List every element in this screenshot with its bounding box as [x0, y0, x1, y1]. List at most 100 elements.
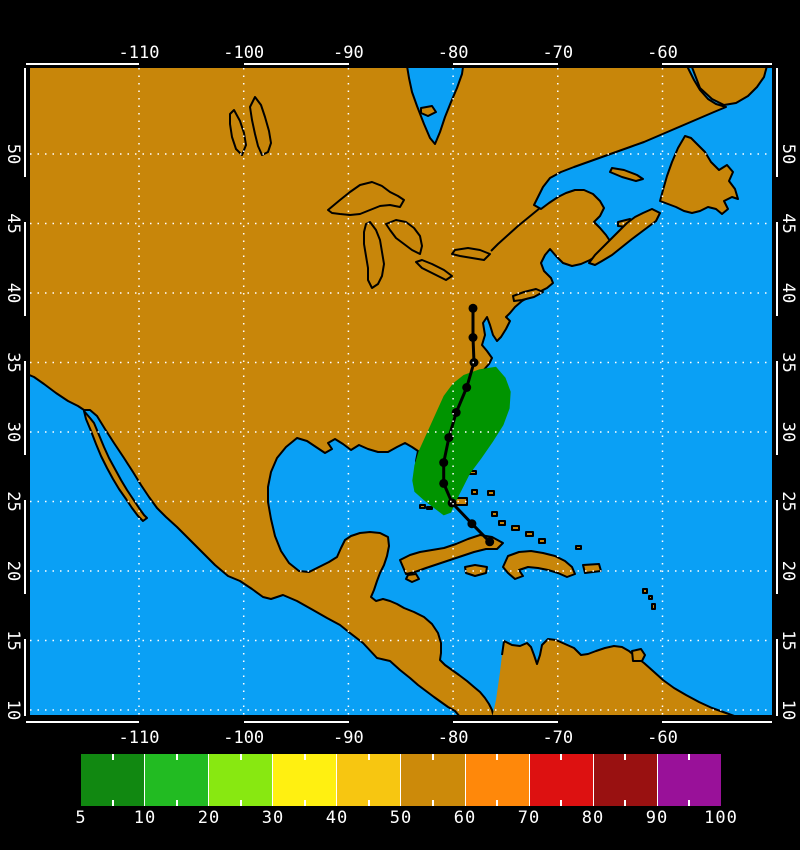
- storm-track-point: [439, 458, 449, 468]
- lat-label-left: 45: [3, 213, 23, 233]
- lat-label-left: 20: [3, 561, 23, 581]
- lat-label-left: 10: [3, 700, 23, 720]
- colorbar-cell: [337, 754, 402, 806]
- colorbar-tick-notch: [303, 754, 306, 760]
- lon-label-bottom: -60: [647, 728, 678, 748]
- storm-track-point: [468, 333, 478, 342]
- lat-label-right: 15: [778, 630, 798, 650]
- colorbar-tick-notch: [560, 800, 563, 806]
- colorbar-cell: [593, 754, 658, 806]
- storm-track-point: [447, 498, 457, 508]
- storm-track-point: [444, 433, 454, 443]
- colorbar-label: 20: [197, 808, 221, 828]
- lon-label-bottom: -80: [438, 728, 469, 748]
- lon-label-bottom: -70: [542, 728, 573, 748]
- colorbar-tick-notch: [367, 754, 370, 760]
- lake-winnipeg: [249, 96, 272, 156]
- south-america-coastline: [501, 638, 735, 715]
- labrador-coastline: [691, 68, 768, 106]
- newfoundland-island: [659, 135, 739, 215]
- colorbar-cell: [529, 754, 594, 806]
- lake-superior: [327, 181, 405, 216]
- colorbar-tick-notch: [432, 800, 435, 806]
- lat-label-right: 30: [778, 422, 798, 442]
- lake-erie: [415, 259, 453, 281]
- lat-label-left: 40: [3, 283, 23, 303]
- lon-label-top: -90: [333, 43, 364, 63]
- lat-label-right: 20: [778, 561, 798, 581]
- lon-label-top: -100: [223, 43, 264, 63]
- colorbar-tick-notch: [239, 754, 242, 760]
- storm-track-point: [462, 383, 472, 392]
- storm-track-point: [451, 408, 461, 417]
- colorbar-tick-notch: [496, 800, 499, 806]
- axis-labels: -110 -110 -100 -100 -90 -90 -80 -80 -70 -70 -60 -60…: [3, 43, 798, 748]
- colorbar-label: 5: [75, 808, 87, 828]
- colorbar-label: 70: [517, 808, 541, 828]
- colorbar-label: 30: [261, 808, 285, 828]
- lat-label-right: 10: [778, 700, 798, 720]
- colorbar-tick-notch: [688, 754, 691, 760]
- colorbar-label: 60: [453, 808, 477, 828]
- colorbar-label: 10: [133, 808, 157, 828]
- colorbar-tick-notch: [624, 800, 627, 806]
- small-islands: [419, 470, 656, 610]
- colorbar-tick-notch: [303, 800, 306, 806]
- colorbar-label: 90: [645, 808, 669, 828]
- isla-juventud: [405, 573, 420, 583]
- latlon-grid: [30, 68, 772, 715]
- colorbar-tick-notch: [175, 800, 178, 806]
- lake-michigan: [363, 221, 385, 289]
- colorbar-cell: [465, 754, 530, 806]
- storm-track-point: [485, 537, 495, 547]
- cuba-island: [399, 534, 504, 575]
- anticosti-island: [609, 167, 644, 182]
- lat-label-right: 40: [778, 283, 798, 303]
- lon-label-top: -110: [119, 43, 160, 63]
- strike-probability-region: [412, 366, 511, 516]
- lon-label-top: -70: [542, 43, 573, 63]
- lake-huron: [385, 219, 423, 255]
- storm-track-point: [468, 303, 478, 313]
- colorbar-tick-notch: [624, 754, 627, 760]
- lat-label-left: 15: [3, 630, 23, 650]
- lat-label-left: 50: [3, 144, 23, 164]
- colorbar-tick-notch: [367, 800, 370, 806]
- lat-label-right: 50: [778, 144, 798, 164]
- long-island: [512, 288, 544, 302]
- data-overlay-layer: [412, 303, 511, 547]
- colorbar-tick-notch: [111, 800, 114, 806]
- colorbar-cell: [209, 754, 274, 806]
- south-america-fill: [492, 639, 732, 715]
- hudson-bay-island: [420, 105, 437, 117]
- lat-label-right: 25: [778, 491, 798, 511]
- lon-label-top: -60: [647, 43, 678, 63]
- colorbar-cell: [81, 754, 146, 806]
- lat-label-left: 35: [3, 352, 23, 372]
- colorbar-tick-notch: [111, 754, 114, 760]
- lon-label-bottom: -100: [223, 728, 264, 748]
- hispaniola-island: [502, 550, 576, 580]
- lat-label-right: 45: [778, 213, 798, 233]
- colorbar-tick-notch: [560, 754, 563, 760]
- lat-label-left: 25: [3, 491, 23, 511]
- colorbar-tick-notch: [175, 754, 178, 760]
- lon-label-top: -80: [438, 43, 469, 63]
- storm-track-point: [439, 478, 449, 488]
- nova-scotia: [588, 208, 661, 266]
- lat-label-right: 35: [778, 352, 798, 372]
- lat-label-left: 30: [3, 422, 23, 442]
- colorbar-label: 100: [704, 808, 738, 828]
- colorbar-tick-notch: [432, 754, 435, 760]
- lon-label-bottom: -110: [119, 728, 160, 748]
- lake-ontario: [451, 247, 491, 261]
- colorbar-label: 50: [389, 808, 413, 828]
- baja-california: [83, 410, 148, 522]
- colorbar-cell: [657, 754, 721, 806]
- storm-track-point: [467, 519, 477, 529]
- colorbar-label: 40: [325, 808, 349, 828]
- trinidad-island: [631, 648, 646, 662]
- colorbar-cell: [145, 754, 210, 806]
